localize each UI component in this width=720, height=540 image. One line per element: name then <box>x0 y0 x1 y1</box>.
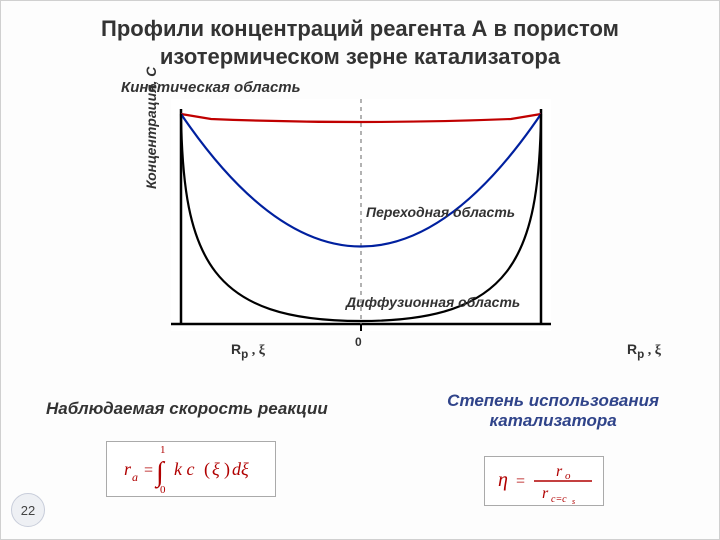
svg-text:ξ: ξ <box>212 459 220 479</box>
svg-text:(: ( <box>204 459 210 480</box>
formula-observed-rate: r a = 1 ∫ 0 k c ( ξ ) dξ <box>106 441 276 502</box>
svg-text:k c: k c <box>174 459 194 479</box>
y-axis-label: Концентрация, С <box>143 67 159 189</box>
svg-text:a: a <box>132 470 138 484</box>
x-label-right: Rp , ξ <box>627 341 661 361</box>
svg-text:s: s <box>572 497 575 506</box>
svg-text:r: r <box>556 463 563 480</box>
x-zero-label: 0 <box>355 335 362 349</box>
page-number-badge: 22 <box>11 493 45 527</box>
page-title: Профили концентраций реагента А в порист… <box>1 1 719 76</box>
annotation-diffusion: Диффузионная область <box>346 294 520 310</box>
svg-text:=: = <box>516 473 525 490</box>
svg-text:1: 1 <box>160 444 166 456</box>
svg-text:r: r <box>542 485 549 502</box>
annotation-transition: Переходная область <box>366 204 515 220</box>
caption-observed-rate: Наблюдаемая скорость реакции <box>46 399 328 419</box>
svg-text:=: = <box>144 462 153 479</box>
svg-text:): ) <box>224 459 230 480</box>
svg-text:r: r <box>124 459 132 479</box>
svg-text:η: η <box>498 469 508 491</box>
x-label-left: Rp , ξ <box>231 341 265 361</box>
svg-text:c=c: c=c <box>551 494 567 505</box>
caption-utilization: Степень использованиякатализатора <box>447 391 659 430</box>
svg-text:0: 0 <box>160 484 166 496</box>
svg-text:dξ: dξ <box>232 459 249 479</box>
formula-efficiency: η = r o r c=c s <box>484 456 604 511</box>
concentration-profile-chart: Концентрация, С Переходная область Диффу… <box>171 99 551 359</box>
svg-text:o: o <box>565 470 571 482</box>
